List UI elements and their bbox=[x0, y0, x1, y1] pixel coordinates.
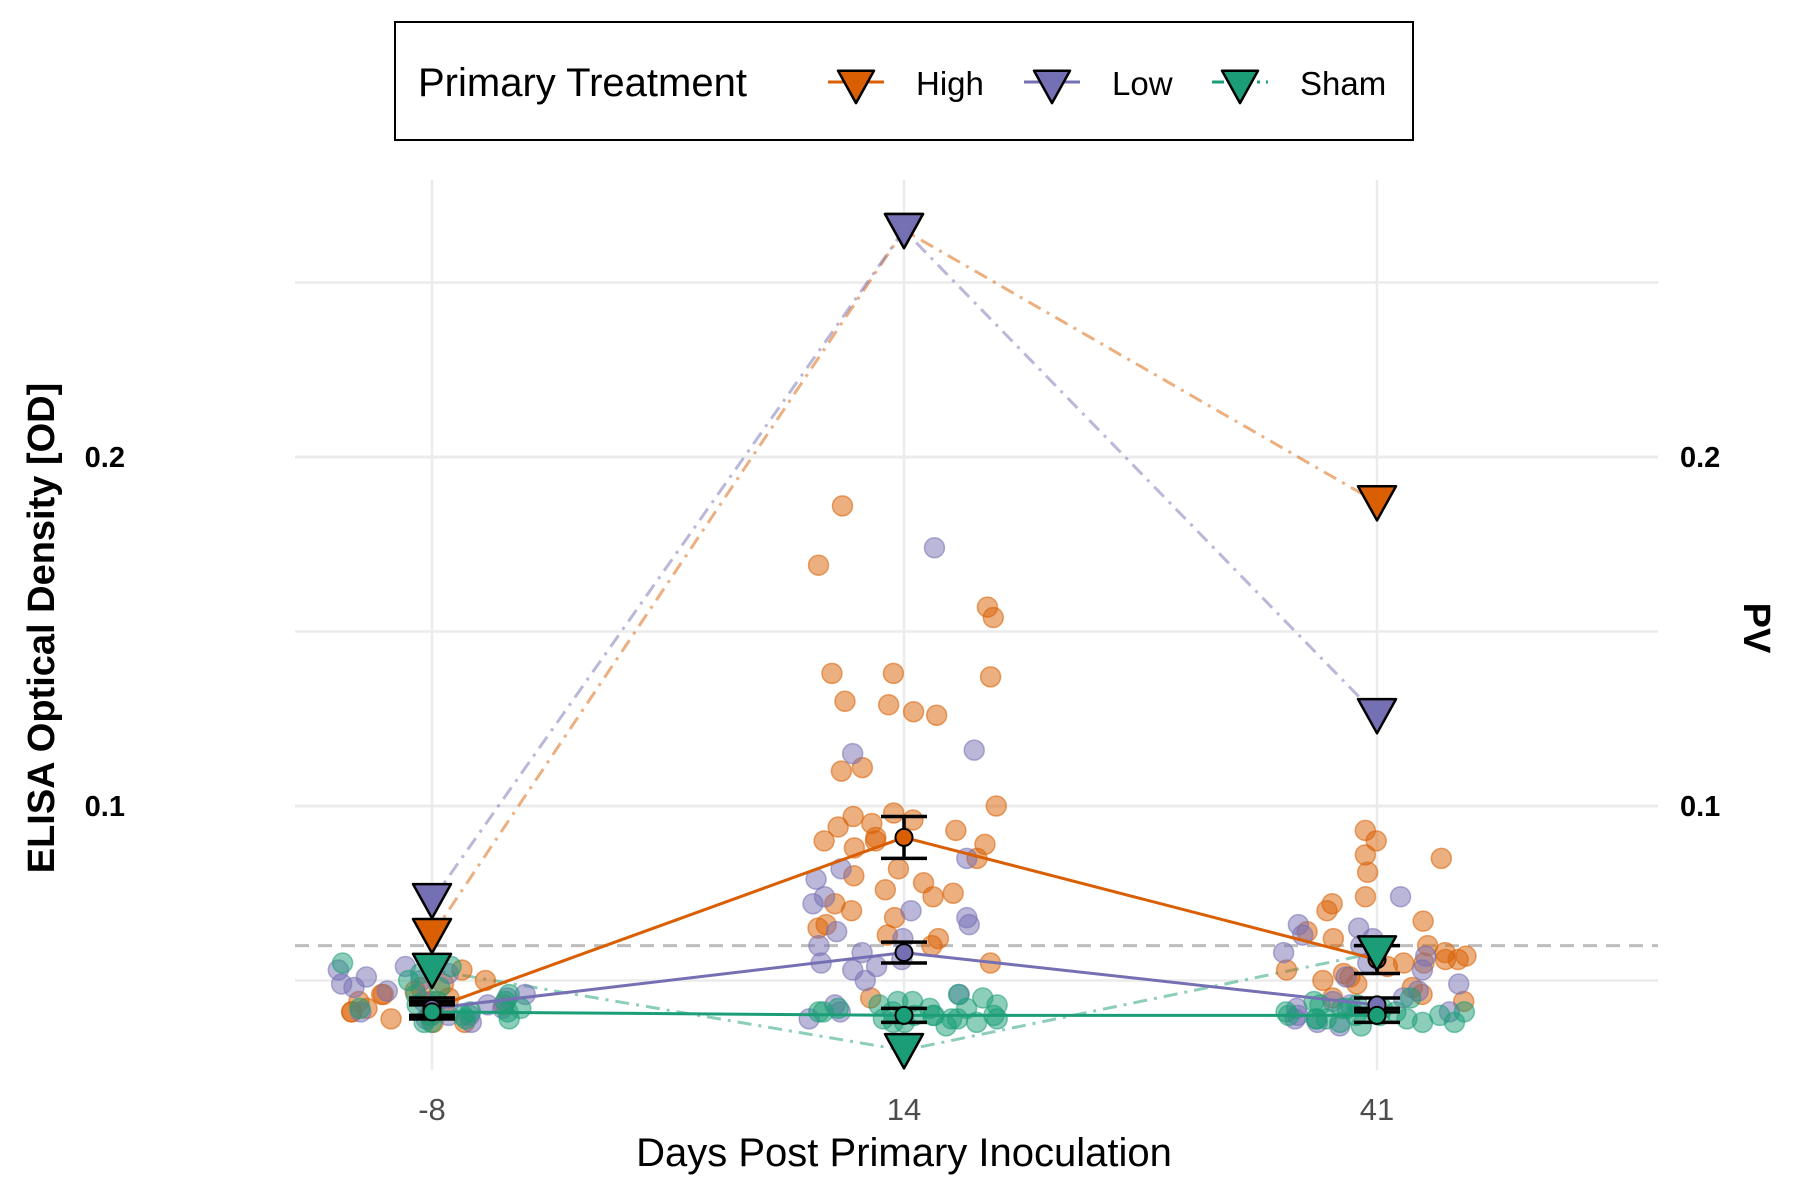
pv-marker-low bbox=[883, 212, 925, 250]
legend-key-marker-high bbox=[836, 69, 876, 105]
legend-entry-low: Low bbox=[1024, 65, 1173, 105]
data-point-high bbox=[887, 858, 910, 880]
data-point-high bbox=[1275, 959, 1298, 981]
data-point-high bbox=[942, 882, 964, 904]
pv-marker-sham bbox=[883, 1032, 925, 1070]
data-point-high bbox=[922, 885, 944, 908]
data-point-high bbox=[813, 830, 835, 852]
legend: Primary Treatment High Low Sham bbox=[394, 21, 1414, 141]
data-point-high bbox=[1356, 861, 1379, 884]
data-point-sham bbox=[1428, 1004, 1451, 1027]
data-point-low bbox=[841, 742, 864, 765]
legend-title: Primary Treatment bbox=[418, 61, 747, 105]
data-point-low bbox=[854, 969, 876, 992]
x-axis-title: Days Post Primary Inoculation bbox=[636, 1131, 1172, 1175]
data-point-high bbox=[827, 816, 849, 838]
data-point-sham bbox=[331, 952, 354, 974]
pv-marker-sham bbox=[1356, 935, 1398, 972]
legend-entry-sham: Sham bbox=[1212, 65, 1386, 105]
legend-label-low: Low bbox=[1112, 65, 1173, 102]
data-point-low bbox=[963, 739, 985, 761]
mean-point-sham bbox=[894, 1005, 914, 1025]
x-tick-label: 14 bbox=[887, 1092, 921, 1127]
data-point-high bbox=[1354, 885, 1377, 908]
pv-marker-low bbox=[1356, 697, 1398, 735]
data-point-low bbox=[958, 913, 980, 936]
data-point-low bbox=[330, 973, 353, 995]
data-point-low bbox=[1335, 966, 1357, 988]
data-point-high bbox=[945, 819, 967, 842]
y2-tick-label: 0.2 bbox=[1680, 442, 1720, 474]
data-point-high bbox=[902, 809, 924, 831]
data-point-high bbox=[1312, 969, 1334, 992]
data-point-high bbox=[840, 899, 863, 922]
data-point-high bbox=[1434, 948, 1457, 971]
mean-point-high bbox=[894, 827, 914, 847]
data-point-high bbox=[982, 606, 1005, 629]
pv-marker-high bbox=[1356, 484, 1398, 522]
mean-point-sham bbox=[1367, 1005, 1387, 1025]
pv-marker-sham bbox=[411, 952, 453, 990]
data-point-low bbox=[825, 920, 848, 943]
data-point-low bbox=[355, 966, 378, 988]
data-point-high bbox=[821, 662, 843, 685]
x-tick-label: -8 bbox=[418, 1092, 446, 1127]
data-point-high bbox=[877, 694, 900, 716]
data-point-high bbox=[874, 879, 897, 901]
mean-point-low bbox=[894, 943, 914, 963]
data-point-high bbox=[902, 701, 925, 723]
data-point-high bbox=[882, 802, 905, 824]
legend-label-sham: Sham bbox=[1300, 65, 1386, 102]
y-tick-label: 0.1 bbox=[85, 791, 125, 823]
data-point-high bbox=[925, 704, 948, 727]
data-point-sham bbox=[1399, 987, 1422, 1009]
y2-axis-title: PV bbox=[1735, 603, 1777, 654]
data-point-high bbox=[834, 690, 856, 713]
x-tick-label: 41 bbox=[1360, 1092, 1394, 1127]
pv-marker-high bbox=[411, 917, 453, 955]
mean-point-sham bbox=[422, 1002, 442, 1022]
data-point-high bbox=[1412, 910, 1434, 932]
data-point-low bbox=[900, 899, 922, 922]
y2-tick-label: 0.1 bbox=[1680, 791, 1720, 823]
data-point-high bbox=[979, 666, 1002, 688]
data-point-low bbox=[1411, 959, 1434, 981]
data-point-high bbox=[842, 805, 864, 828]
data-point-low bbox=[1389, 885, 1412, 908]
data-point-sham bbox=[1305, 1008, 1327, 1030]
data-point-high bbox=[380, 1008, 402, 1030]
data-point-low bbox=[923, 536, 946, 559]
data-point-high bbox=[830, 760, 853, 782]
data-point-high bbox=[831, 495, 854, 517]
y-axis-title: ELISA Optical Density [OD] bbox=[21, 383, 63, 874]
data-point-sham bbox=[986, 1008, 1008, 1030]
data-point-high bbox=[1316, 899, 1338, 922]
data-point-low bbox=[1272, 941, 1295, 964]
data-point-high bbox=[882, 662, 905, 685]
data-point-low bbox=[802, 892, 824, 915]
grid bbox=[295, 180, 1658, 1070]
data-point-sham bbox=[349, 997, 371, 1020]
legend-key-marker-low bbox=[1032, 69, 1072, 105]
data-point-sham bbox=[808, 1001, 830, 1023]
legend-label-high: High bbox=[916, 65, 984, 102]
data-point-sham bbox=[868, 994, 890, 1016]
legend-entry-high: High bbox=[828, 65, 984, 105]
data-point-high bbox=[1430, 847, 1453, 870]
data-point-low bbox=[376, 980, 398, 1002]
data-point-sham bbox=[965, 1011, 988, 1034]
data-point-high bbox=[921, 934, 943, 957]
data-point-high bbox=[985, 795, 1008, 817]
data-point-low bbox=[1448, 973, 1470, 995]
legend-key-marker-sham bbox=[1220, 69, 1260, 105]
data-point-high bbox=[807, 554, 830, 576]
pv-marker-low bbox=[411, 882, 453, 920]
y-tick-label: 0.2 bbox=[85, 442, 125, 474]
